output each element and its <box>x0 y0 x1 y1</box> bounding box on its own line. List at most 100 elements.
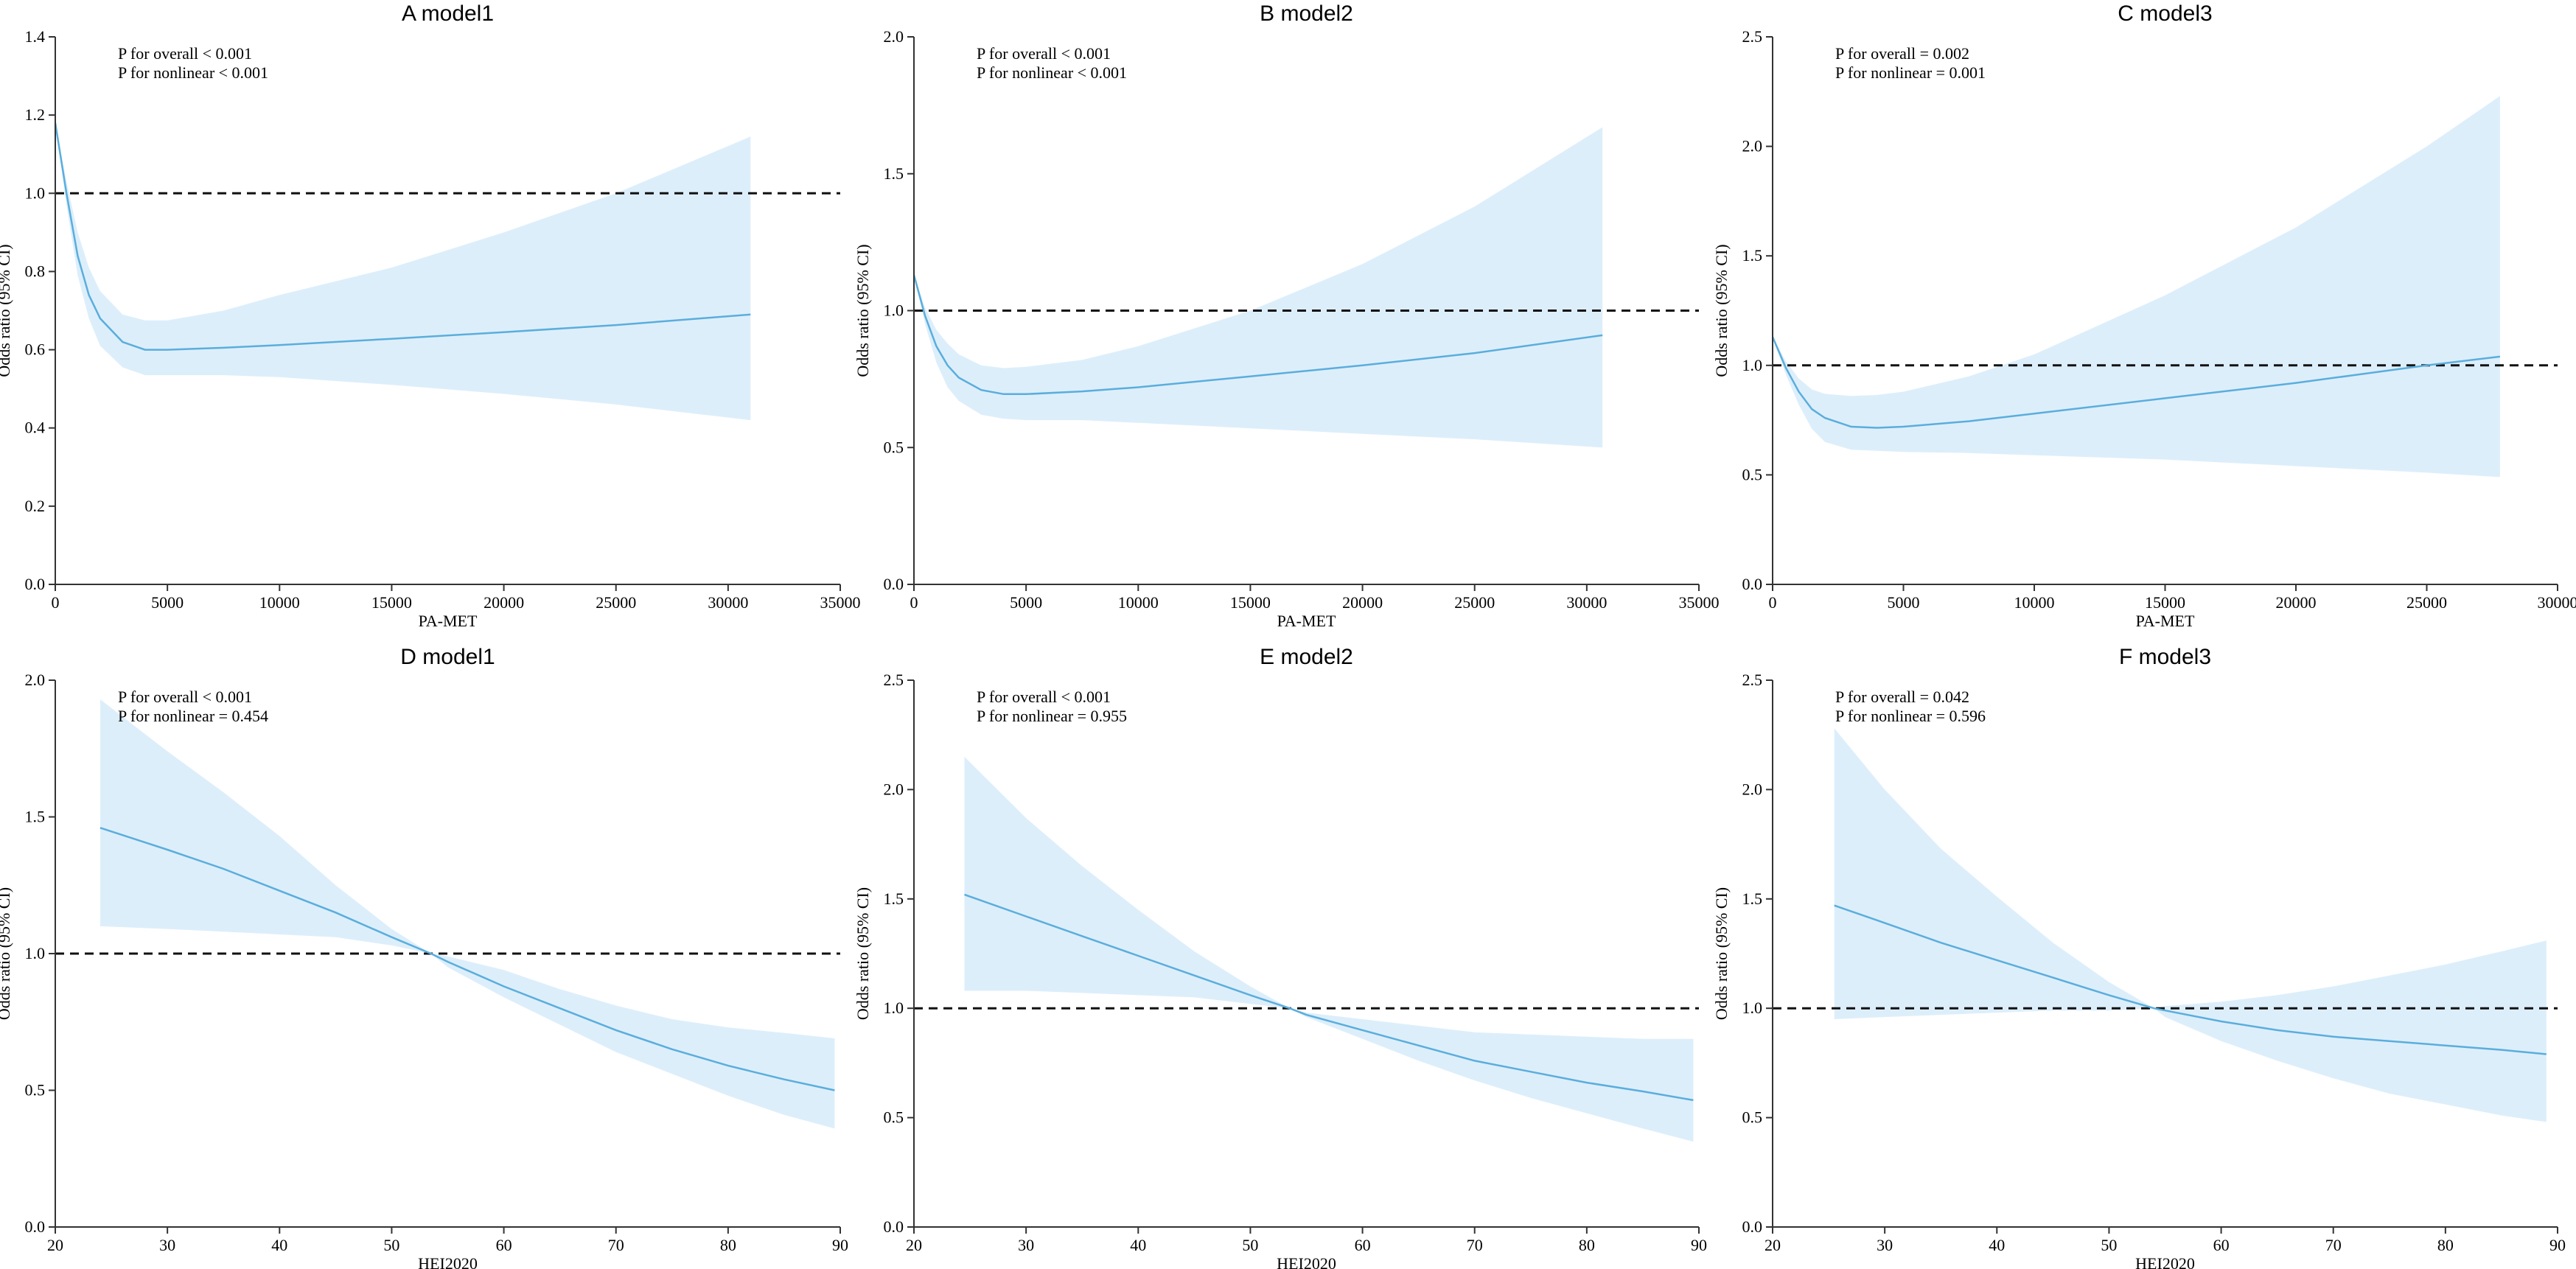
y-axis-label: Odds ratio (95% CI) <box>1712 244 1731 377</box>
x-tick-label: 20 <box>906 1236 922 1254</box>
fit-line <box>54 122 751 351</box>
x-tick-label: 30 <box>1877 1236 1893 1254</box>
x-axis-label: HEI2020 <box>418 1254 478 1269</box>
y-axis-label: Odds ratio (95% CI) <box>854 244 872 377</box>
y-tick-label: 0.5 <box>1742 1108 1763 1127</box>
y-tick-label: 2.0 <box>1742 780 1763 798</box>
x-tick-label: 0 <box>52 593 60 612</box>
y-tick-label: 2.5 <box>1742 671 1763 689</box>
p-value-annotation: P for nonlinear < 0.001 <box>118 63 268 82</box>
chart-panel: 20 30 40 50 60 70 80 90 0.0 0.5 1.0 1.5 2.0 2.5 F mode… <box>1712 645 2566 1269</box>
x-tick-label: 70 <box>1467 1236 1483 1254</box>
fit-line <box>912 274 1603 396</box>
fit-line <box>964 893 1694 1102</box>
confidence-band <box>914 127 1603 448</box>
x-tick-label: 90 <box>1691 1236 1707 1254</box>
x-tick-label: 40 <box>1989 1236 2005 1254</box>
confidence-band <box>1773 96 2500 478</box>
p-value-annotation: P for nonlinear = 0.596 <box>1835 707 1986 725</box>
y-tick-label: 2.5 <box>1742 27 1763 46</box>
y-tick-label: 0.4 <box>25 419 46 437</box>
x-tick-label: 40 <box>1130 1236 1146 1254</box>
y-tick-label: 1.5 <box>1742 246 1763 265</box>
x-tick-label: 70 <box>608 1236 624 1254</box>
x-tick-label: 25000 <box>596 593 636 612</box>
x-axis-label: PA-MET <box>1277 612 1336 630</box>
fit-line <box>1834 904 2547 1055</box>
x-tick-label: 80 <box>720 1236 736 1254</box>
y-tick-label: 1.5 <box>884 164 904 183</box>
y-tick-label: 0.5 <box>884 1108 904 1127</box>
x-tick-label: 35000 <box>1679 593 1720 612</box>
y-tick-label: 2.0 <box>884 27 904 46</box>
panel-title: D model1 <box>400 645 495 669</box>
panel-title: A model1 <box>402 1 494 26</box>
p-value-annotation: P for nonlinear = 0.001 <box>1835 63 1986 82</box>
chart-panel: 0 5000 10000 15000 20000 25000 30000 35000 0.0 0.… <box>854 1 1720 630</box>
confidence-band <box>100 699 835 1129</box>
x-tick-label: 15000 <box>2145 593 2185 612</box>
x-tick-label: 20 <box>1765 1236 1781 1254</box>
p-value-annotation: P for nonlinear = 0.955 <box>977 707 1127 725</box>
chart-panel: 0 5000 10000 15000 20000 25000 30000 0.0 0.5 1.0 1… <box>1712 1 2576 630</box>
y-tick-label: 0.5 <box>1742 465 1763 483</box>
y-tick-label: 0.0 <box>1742 575 1763 593</box>
y-tick-label: 0.0 <box>1742 1217 1763 1236</box>
y-tick-label: 1.2 <box>25 105 46 124</box>
y-tick-label: 0.0 <box>25 1217 46 1236</box>
y-tick-label: 0.0 <box>884 1217 904 1236</box>
y-tick-label: 0.5 <box>884 438 904 456</box>
p-value-annotation: P for overall = 0.002 <box>1835 44 1969 63</box>
p-value-annotation: P for overall = 0.042 <box>1835 688 1969 706</box>
chart-panel: 20 30 40 50 60 70 80 90 0.0 0.5 1.0 1.5 2.0 2.5 E mode… <box>854 645 1707 1269</box>
x-tick-label: 50 <box>2101 1236 2117 1254</box>
p-value-annotation: P for overall < 0.001 <box>977 688 1111 706</box>
y-tick-label: 0.8 <box>25 262 46 280</box>
panel-title: B model2 <box>1260 1 1353 26</box>
x-tick-label: 80 <box>1579 1236 1595 1254</box>
fit-line <box>1771 336 2501 429</box>
x-tick-label: 60 <box>496 1236 512 1254</box>
y-tick-label: 2.0 <box>1742 137 1763 155</box>
y-axis-label: Odds ratio (95% CI) <box>0 887 13 1020</box>
x-tick-label: 10000 <box>1118 593 1159 612</box>
x-tick-label: 30 <box>1018 1236 1034 1254</box>
x-tick-label: 50 <box>383 1236 399 1254</box>
y-axis-label: Odds ratio (95% CI) <box>854 887 872 1020</box>
x-tick-label: 60 <box>2213 1236 2230 1254</box>
y-tick-label: 1.0 <box>1742 999 1763 1017</box>
x-tick-label: 20 <box>47 1236 63 1254</box>
x-tick-label: 30000 <box>708 593 748 612</box>
y-tick-label: 0.0 <box>884 575 904 593</box>
x-tick-label: 60 <box>1355 1236 1371 1254</box>
x-tick-label: 90 <box>2549 1236 2566 1254</box>
x-tick-label: 15000 <box>1230 593 1271 612</box>
y-tick-label: 1.0 <box>25 944 46 962</box>
confidence-band <box>55 122 751 421</box>
p-value-annotation: P for overall < 0.001 <box>977 44 1111 63</box>
y-tick-label: 1.5 <box>1742 889 1763 908</box>
x-tick-label: 40 <box>271 1236 287 1254</box>
x-axis-label: PA-MET <box>419 612 478 630</box>
confidence-band <box>964 756 1694 1142</box>
x-tick-label: 35000 <box>820 593 861 612</box>
x-tick-label: 10000 <box>259 593 300 612</box>
x-tick-label: 25000 <box>2406 593 2447 612</box>
x-tick-label: 20000 <box>2276 593 2317 612</box>
p-value-annotation: P for nonlinear = 0.454 <box>118 707 268 725</box>
y-tick-label: 0.0 <box>25 575 46 593</box>
x-tick-label: 20000 <box>1342 593 1383 612</box>
p-value-annotation: P for overall < 0.001 <box>118 688 252 706</box>
y-axis-label: Odds ratio (95% CI) <box>0 244 13 377</box>
p-value-annotation: P for overall < 0.001 <box>118 44 252 63</box>
y-tick-label: 0.2 <box>25 497 46 515</box>
x-tick-label: 20000 <box>484 593 524 612</box>
y-tick-label: 1.0 <box>25 183 46 202</box>
y-tick-label: 0.6 <box>25 340 46 359</box>
y-tick-label: 1.4 <box>25 27 46 46</box>
y-tick-label: 1.0 <box>884 999 904 1017</box>
x-tick-label: 25000 <box>1454 593 1495 612</box>
x-tick-label: 30000 <box>2538 593 2576 612</box>
x-tick-label: 5000 <box>1010 593 1042 612</box>
